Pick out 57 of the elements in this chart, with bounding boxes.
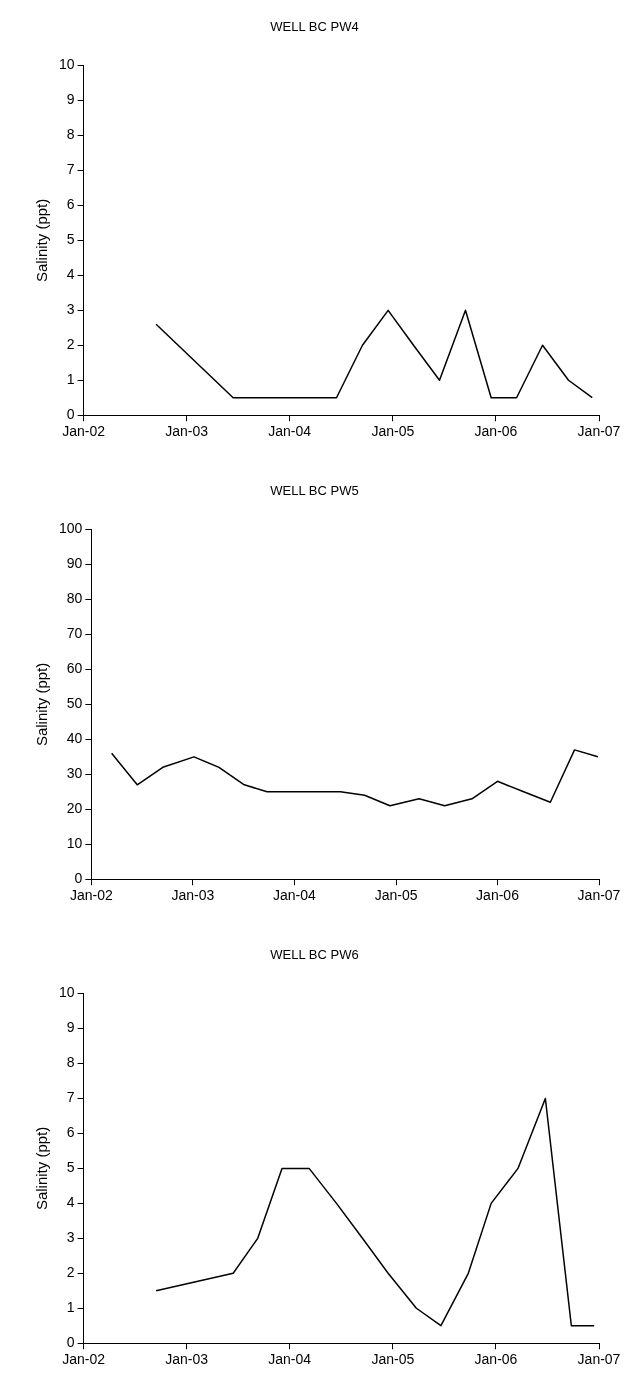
y-tick-label: 30 — [66, 765, 83, 782]
chart-title: WELL BC PW5 — [270, 483, 359, 499]
y-tick-label: 0 — [66, 406, 75, 423]
x-tick-label: Jan-04 — [268, 423, 312, 440]
y-tick-label: 0 — [74, 870, 83, 887]
y-tick-label: 10 — [58, 984, 75, 1001]
y-axis-title: Salinity (ppt) — [33, 662, 51, 747]
chart-title: WELL BC PW6 — [270, 947, 359, 963]
y-tick-label: 3 — [66, 301, 75, 318]
y-tick-label: 60 — [66, 660, 83, 677]
x-tick-label: Jan-05 — [371, 1351, 415, 1368]
x-tick-label: Jan-03 — [165, 1351, 209, 1368]
y-tick-label: 2 — [66, 336, 75, 353]
chart-title: WELL BC PW4 — [270, 19, 359, 35]
y-tick-label: 8 — [66, 126, 75, 143]
y-tick-label: 8 — [66, 1054, 75, 1071]
x-tick-label: Jan-06 — [474, 1351, 518, 1368]
y-tick-label: 50 — [66, 695, 83, 712]
y-tick-label: 20 — [66, 800, 83, 817]
y-tick-label: 5 — [66, 1159, 75, 1176]
x-tick-label: Jan-03 — [165, 423, 209, 440]
y-tick-label: 10 — [66, 835, 83, 852]
y-tick-label: 80 — [66, 590, 83, 607]
y-tick-label: 70 — [66, 625, 83, 642]
y-tick-label: 0 — [66, 1334, 75, 1351]
y-tick-label: 5 — [66, 231, 75, 248]
y-tick-label: 2 — [66, 1264, 75, 1281]
y-axis-title: Salinity (ppt) — [33, 198, 51, 283]
x-tick-label: Jan-05 — [374, 887, 418, 904]
y-tick-label: 6 — [66, 1124, 75, 1141]
x-tick-label: Jan-02 — [62, 1351, 106, 1368]
x-tick-label: Jan-05 — [371, 423, 415, 440]
x-tick-label: Jan-04 — [272, 887, 316, 904]
x-tick-label: Jan-04 — [268, 1351, 312, 1368]
x-tick-label: Jan-02 — [69, 887, 113, 904]
y-tick-label: 1 — [66, 1299, 75, 1316]
y-tick-label: 90 — [66, 555, 83, 572]
y-tick-label: 1 — [66, 371, 75, 388]
x-tick-label: Jan-06 — [476, 887, 520, 904]
y-tick-label: 4 — [66, 1194, 75, 1211]
y-tick-label: 10 — [58, 56, 75, 73]
x-tick-label: Jan-06 — [474, 423, 518, 440]
x-tick-label: Jan-03 — [171, 887, 215, 904]
y-axis-title: Salinity (ppt) — [33, 1126, 51, 1211]
y-tick-label: 3 — [66, 1229, 75, 1246]
x-tick-label: Jan-07 — [577, 423, 621, 440]
x-tick-label: Jan-07 — [577, 1351, 621, 1368]
y-tick-label: 6 — [66, 196, 75, 213]
y-tick-label: 100 — [59, 520, 83, 537]
y-tick-label: 4 — [66, 266, 75, 283]
y-tick-label: 7 — [66, 1089, 75, 1106]
y-tick-label: 40 — [66, 730, 83, 747]
x-tick-label: Jan-07 — [577, 887, 621, 904]
x-tick-label: Jan-02 — [62, 423, 106, 440]
y-tick-label: 9 — [66, 1019, 75, 1036]
y-tick-label: 9 — [66, 91, 75, 108]
y-tick-label: 7 — [66, 161, 75, 178]
